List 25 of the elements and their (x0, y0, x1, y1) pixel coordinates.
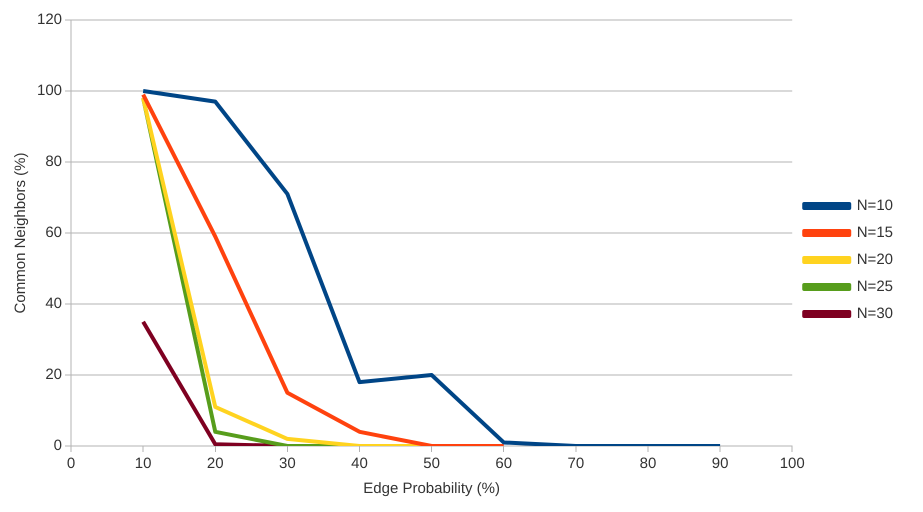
legend-label: N=25 (856, 278, 894, 296)
legend-label: N=20 (856, 251, 894, 268)
legend-label: N=10 (856, 197, 894, 214)
x-tick-label: 100 (780, 455, 805, 472)
y-tick-label: 0 (54, 437, 62, 454)
x-tick-label: 50 (423, 455, 440, 472)
x-axis-title: Edge Probability (%) (363, 480, 500, 498)
y-tick-label: 80 (45, 153, 62, 170)
x-tick-label: 10 (134, 455, 152, 472)
legend-label: N=15 (856, 224, 894, 242)
x-tick-label: 30 (279, 455, 296, 472)
y-tick-label: 120 (36, 11, 62, 28)
y-axis-title: Common Neighbors (%) (12, 152, 30, 314)
x-tick-label: 90 (712, 455, 728, 472)
x-tick-label: 0 (66, 455, 76, 472)
x-tick-label: 60 (495, 455, 512, 472)
x-tick-label: 20 (206, 455, 224, 472)
y-tick-label: 100 (36, 82, 62, 100)
x-tick-label: 80 (640, 455, 656, 472)
x-tick-label: 70 (568, 455, 584, 472)
y-tick-label: 20 (45, 366, 62, 384)
y-tick-label: 40 (45, 295, 62, 312)
x-tick-label: 40 (351, 455, 368, 472)
y-tick-label: 60 (45, 224, 62, 242)
legend-label: N=30 (856, 305, 894, 322)
